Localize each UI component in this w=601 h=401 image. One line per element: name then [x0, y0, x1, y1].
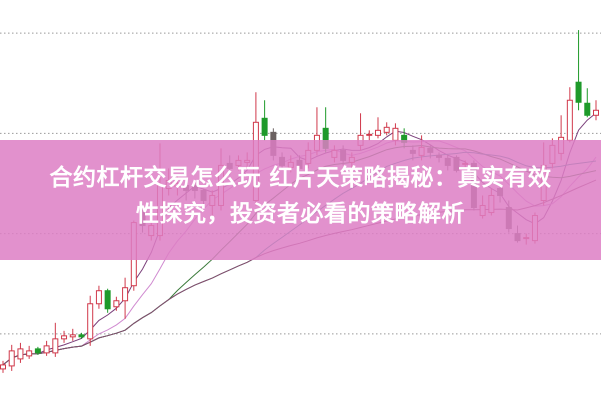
candle-body [69, 334, 76, 338]
candle-body [34, 348, 41, 354]
candle-body [366, 133, 373, 136]
headline-banner [0, 140, 601, 260]
candle-body [0, 364, 6, 370]
candle-body [52, 338, 59, 354]
candle-body [584, 102, 591, 116]
candle-body [261, 117, 268, 136]
candle-body [78, 334, 85, 338]
headline: 合约杠杆交易怎么玩 红片天策略揭秘：真实有效 性探究，投资者必看的策略解析 [0, 160, 601, 232]
candle-body [593, 109, 599, 116]
candle-body [392, 127, 399, 141]
candle-body [43, 345, 50, 354]
candle-body [95, 290, 102, 305]
headline-line2: 性探究，投资者必看的策略解析 [136, 201, 465, 227]
candle-body [566, 99, 573, 141]
candle-body [575, 81, 582, 103]
candle-body [383, 126, 390, 133]
candle-body [17, 348, 24, 360]
headline-line1: 合约杠杆交易怎么玩 红片天策略揭秘：真实有效 [49, 165, 552, 191]
candle-body [374, 129, 381, 136]
candle-body [122, 287, 129, 302]
candle-body [104, 290, 111, 310]
candle-body [113, 300, 120, 308]
candle-body [8, 350, 15, 367]
candle-body [87, 303, 94, 340]
candle-body [26, 350, 33, 357]
candle-body [61, 335, 68, 340]
